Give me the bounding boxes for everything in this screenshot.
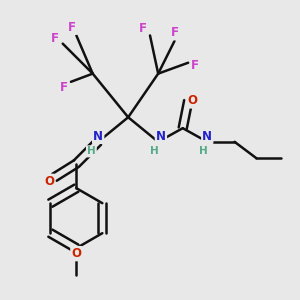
Text: H: H: [87, 146, 96, 156]
Text: F: F: [191, 59, 199, 72]
Text: O: O: [44, 175, 54, 188]
Text: F: F: [60, 81, 68, 94]
Text: H: H: [199, 146, 208, 156]
Text: O: O: [187, 94, 197, 107]
Text: H: H: [150, 146, 158, 156]
Text: O: O: [71, 247, 81, 260]
Text: F: F: [170, 26, 178, 39]
Text: F: F: [68, 21, 76, 34]
Text: F: F: [139, 22, 147, 35]
Text: N: N: [156, 130, 166, 143]
Text: N: N: [202, 130, 212, 143]
Text: F: F: [50, 32, 59, 45]
Text: N: N: [93, 130, 103, 143]
